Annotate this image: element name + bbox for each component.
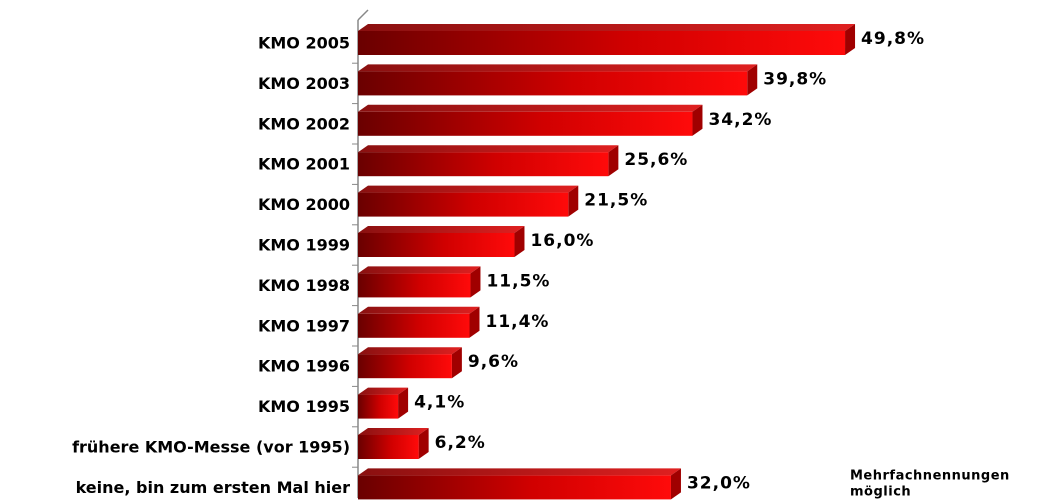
bar-side <box>398 387 409 419</box>
category-label: KMO 2000 <box>258 195 350 214</box>
bar <box>358 306 480 338</box>
bar-side <box>670 468 681 500</box>
bar-top <box>358 226 525 233</box>
bar-side <box>845 24 856 55</box>
bar-front <box>358 313 470 338</box>
category-label: keine, bin zum ersten Mal hier <box>76 478 351 497</box>
value-label: 25,6% <box>624 150 688 170</box>
category-label: KMO 1995 <box>258 397 350 416</box>
value-label: 21,5% <box>584 191 648 211</box>
bar-front <box>358 111 693 136</box>
value-label: 49,8% <box>861 29 925 49</box>
bar-side <box>692 104 703 136</box>
bar <box>358 226 525 257</box>
bar <box>358 64 758 96</box>
bar-top <box>358 387 409 395</box>
bar <box>358 24 856 55</box>
bar-front <box>358 354 452 379</box>
value-label: 4,1% <box>414 393 465 413</box>
category-label: KMO 1996 <box>258 357 350 376</box>
bar-side <box>469 306 480 338</box>
bar-front <box>358 192 569 217</box>
bar <box>358 387 409 419</box>
bar-front <box>358 233 515 257</box>
category-label: KMO 2001 <box>258 155 350 174</box>
value-label: 6,2% <box>435 433 486 453</box>
bar-top <box>358 185 579 193</box>
bar <box>358 104 703 136</box>
bar-side <box>418 428 429 459</box>
bar-side <box>514 226 525 257</box>
value-label: 11,5% <box>486 271 550 291</box>
bar <box>358 145 619 177</box>
category-label: KMO 2003 <box>258 74 350 93</box>
bar-front <box>358 71 748 96</box>
annotation: möglich <box>850 485 911 500</box>
bar-front <box>358 394 399 419</box>
bar-side <box>608 145 619 177</box>
bar <box>358 266 481 298</box>
bar-top <box>358 468 681 476</box>
category-label: KMO 2005 <box>258 34 350 53</box>
bar-front <box>358 435 419 459</box>
value-label: 9,6% <box>468 352 519 372</box>
bar-top <box>358 347 462 355</box>
bar-side <box>451 347 462 379</box>
category-label: frühere KMO-Messe (vor 1995) <box>72 438 350 457</box>
bar-front <box>358 31 846 55</box>
category-label: KMO 1998 <box>258 276 350 295</box>
annotation: Mehrfachnennungen <box>850 469 1010 484</box>
value-label: 39,8% <box>763 69 827 89</box>
value-label: 16,0% <box>530 231 594 251</box>
bar <box>358 468 681 500</box>
bar-front <box>358 475 671 500</box>
bar-top <box>358 266 481 274</box>
bar-top <box>358 104 703 112</box>
bar-front <box>358 273 471 298</box>
bar-top <box>358 145 619 153</box>
bar-top <box>358 428 429 435</box>
value-label: 32,0% <box>687 473 751 493</box>
bar-side <box>568 185 579 217</box>
bar <box>358 347 462 379</box>
bar-side <box>470 266 481 298</box>
bar-side <box>747 64 758 96</box>
value-label: 11,4% <box>485 312 549 332</box>
value-label: 34,2% <box>708 110 772 130</box>
category-label: KMO 1999 <box>258 236 350 255</box>
bar <box>358 428 429 459</box>
bar-top <box>358 64 758 72</box>
bar-top <box>358 306 480 314</box>
bar-top <box>358 24 856 31</box>
bar-front <box>358 152 609 177</box>
bar <box>358 185 579 217</box>
category-label: KMO 2002 <box>258 114 350 133</box>
category-label: KMO 1997 <box>258 316 350 335</box>
